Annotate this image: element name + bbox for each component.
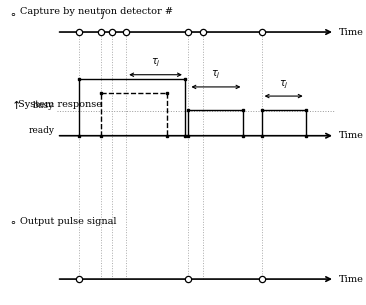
Text: Time: Time bbox=[339, 274, 363, 284]
Text: $\circ$: $\circ$ bbox=[9, 216, 16, 226]
Text: Capture by neutron detector #: Capture by neutron detector # bbox=[20, 7, 173, 16]
Text: Time: Time bbox=[339, 131, 363, 140]
Text: $j$: $j$ bbox=[100, 7, 106, 21]
Text: Output pulse signal: Output pulse signal bbox=[20, 217, 117, 226]
Text: System response: System response bbox=[18, 100, 102, 109]
Text: Time: Time bbox=[339, 27, 363, 37]
Text: busy: busy bbox=[33, 101, 54, 110]
Text: $\tau_j$: $\tau_j$ bbox=[279, 78, 288, 91]
Text: $\circ$: $\circ$ bbox=[9, 8, 16, 18]
Text: ready: ready bbox=[28, 125, 54, 135]
Text: $\tau_j$: $\tau_j$ bbox=[151, 57, 160, 69]
Text: $\uparrow$: $\uparrow$ bbox=[9, 98, 20, 111]
Text: $\tau_j$: $\tau_j$ bbox=[211, 69, 221, 81]
